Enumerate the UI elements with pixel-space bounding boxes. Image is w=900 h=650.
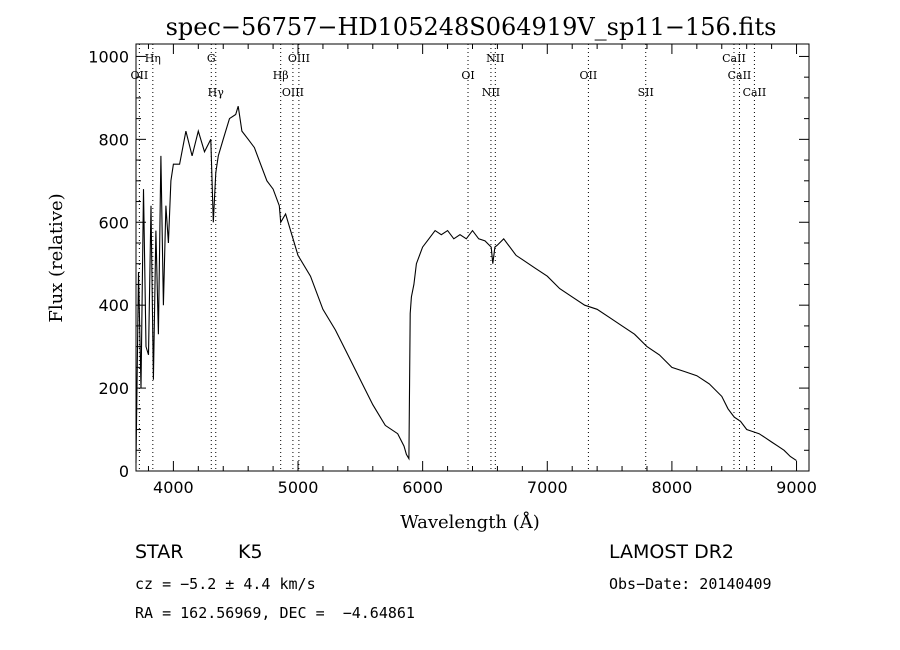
- line-marker-label: Hη: [145, 52, 161, 65]
- spectrum-series: [135, 106, 797, 463]
- chart-title: spec−56757−HD105248S064919V_sp11−156.fit…: [166, 13, 777, 41]
- line-marker-label: OII: [580, 69, 598, 82]
- line-marker-label: OIII: [288, 52, 310, 65]
- y-tick-label: 600: [98, 213, 129, 232]
- x-tick-label: 4000: [153, 478, 194, 497]
- star-subclass-label: K5: [238, 541, 263, 563]
- survey-label: LAMOST DR2: [609, 541, 734, 563]
- x-axis-label: Wavelength (Å): [400, 511, 540, 533]
- line-marker-label: Hβ: [273, 69, 289, 82]
- line-marker-label: OI: [461, 69, 474, 82]
- line-marker-label: CaII: [743, 86, 767, 99]
- y-tick-label: 200: [98, 379, 129, 398]
- x-tick-label: 7000: [527, 478, 568, 497]
- cz-value: cz = −5.2 ± 4.4 km/s: [135, 575, 316, 593]
- star-class-label: STAR: [135, 541, 184, 563]
- y-tick-label: 1000: [88, 47, 129, 66]
- axes: 4000 5000 6000 7000 8000 9000 0 200 400 600 800 100…: [88, 43, 817, 497]
- coordinates-value: RA = 162.56969, DEC = −4.64861: [135, 604, 415, 622]
- line-marker-label: OII: [131, 69, 149, 82]
- plot-frame: [135, 43, 810, 472]
- x-tick-label: 8000: [652, 478, 693, 497]
- x-tick-label: 9000: [776, 478, 817, 497]
- obs-date-value: Obs−Date: 20140409: [609, 575, 772, 593]
- line-marker-label: NII: [482, 86, 500, 99]
- line-marker-label: G: [207, 52, 216, 65]
- line-marker-label: Hγ: [208, 86, 225, 99]
- line-marker-label: CaII: [728, 69, 752, 82]
- spectrum-line: [135, 106, 797, 463]
- y-tick-label: 400: [98, 296, 129, 315]
- x-tick-label: 6000: [402, 478, 443, 497]
- y-tick-label: 0: [119, 462, 129, 481]
- y-tick-label: 800: [98, 130, 129, 149]
- line-marker-label: NII: [486, 52, 504, 65]
- line-markers: Hη OII Hγ G Hβ OIII OIII OI NII NII OII SII CaII CaII…: [131, 44, 767, 471]
- y-axis-label: Flux (relative): [46, 193, 67, 322]
- line-marker-label: CaII: [722, 52, 746, 65]
- line-marker-label: SII: [638, 86, 654, 99]
- x-tick-label: 5000: [278, 478, 319, 497]
- line-marker-label: OIII: [282, 86, 304, 99]
